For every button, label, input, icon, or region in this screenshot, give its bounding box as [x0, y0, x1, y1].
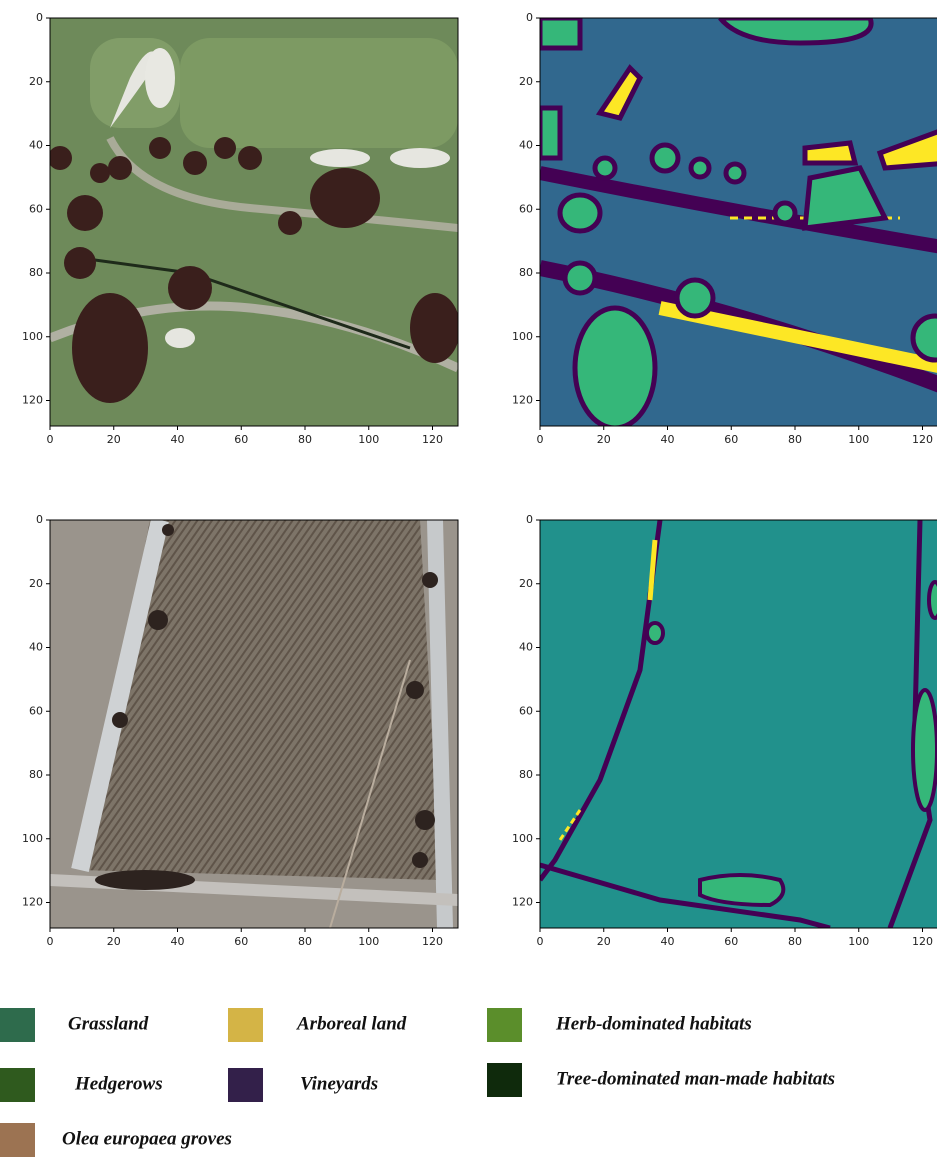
- y-tick-label: 40: [29, 139, 43, 152]
- x-tick-label: 100: [848, 935, 869, 948]
- y-tick-label: 60: [29, 704, 43, 717]
- legend-swatch: [228, 1068, 263, 1102]
- legend-label: Olea europaea groves: [62, 1128, 232, 1149]
- x-tick-label: 40: [171, 433, 185, 446]
- legend-swatch: [0, 1008, 35, 1042]
- y-tick-label: 100: [22, 832, 43, 845]
- aerial-image-1: [48, 18, 460, 426]
- y-tick-label: 20: [519, 75, 533, 88]
- x-tick-label: 120: [422, 935, 443, 948]
- y-tick-label: 120: [512, 394, 533, 407]
- y-tick-label: 80: [29, 768, 43, 781]
- legend-swatch: [487, 1008, 522, 1042]
- legend-swatch: [0, 1123, 35, 1157]
- figure: 0 20 40 60 80 100 120 0 20 40 60 80 100 120 0 20 40 60 80 1…: [0, 0, 937, 1157]
- y-tick-label: 60: [519, 704, 533, 717]
- x-tick-label: 100: [848, 433, 869, 446]
- x-tick-label: 20: [107, 433, 121, 446]
- x-tick-label: 80: [788, 935, 802, 948]
- y-tick-label: 0: [36, 11, 43, 24]
- y-tick-label: 20: [29, 75, 43, 88]
- legend-label: Hedgerows: [74, 1073, 163, 1094]
- legend-swatch: [228, 1008, 263, 1042]
- x-tick-label: 100: [358, 433, 379, 446]
- y-tick-label: 60: [29, 202, 43, 215]
- x-tick-label: 40: [661, 935, 675, 948]
- page: {"axes": {"xticks": [0, 20, 40, 60, 80, …: [0, 0, 937, 1157]
- y-tick-label: 100: [512, 330, 533, 343]
- y-tick-label: 80: [519, 266, 533, 279]
- x-tick-label: 60: [234, 935, 248, 948]
- y-tick-label: 20: [519, 577, 533, 590]
- legend: Grassland Arboreal land Herb-dominated hab…: [0, 1008, 835, 1157]
- legend-swatch: [487, 1063, 522, 1097]
- x-tick-label: 0: [47, 935, 54, 948]
- legend-label: Arboreal land: [296, 1013, 407, 1034]
- x-tick-label: 60: [234, 433, 248, 446]
- y-tick-label: 0: [526, 11, 533, 24]
- x-tick-label: 60: [724, 433, 738, 446]
- legend-swatch: [0, 1068, 35, 1102]
- y-tick-label: 60: [519, 202, 533, 215]
- x-tick-label: 40: [171, 935, 185, 948]
- y-tick-label: 80: [519, 768, 533, 781]
- y-tick-label: 40: [29, 641, 43, 654]
- legend-label: Tree-dominated man-made habitats: [556, 1068, 835, 1089]
- segmentation-map-2: [540, 520, 937, 928]
- x-tick-label: 120: [912, 433, 933, 446]
- legend-label: Grassland: [68, 1013, 149, 1034]
- legend-label: Vineyards: [300, 1073, 378, 1094]
- x-tick-label: 0: [537, 935, 544, 948]
- y-tick-label: 120: [22, 896, 43, 909]
- y-tick-label: 80: [29, 266, 43, 279]
- x-tick-label: 60: [724, 935, 738, 948]
- x-tick-label: 80: [298, 935, 312, 948]
- legend-label: Herb-dominated habitats: [555, 1013, 752, 1034]
- x-tick-label: 80: [788, 433, 802, 446]
- x-tick-label: 80: [298, 433, 312, 446]
- x-tick-label: 0: [47, 433, 54, 446]
- y-tick-label: 0: [36, 513, 43, 526]
- y-tick-label: 120: [22, 394, 43, 407]
- y-tick-label: 40: [519, 641, 533, 654]
- x-tick-label: 20: [597, 433, 611, 446]
- aerial-image-2: [50, 520, 458, 928]
- y-tick-label: 40: [519, 139, 533, 152]
- x-tick-label: 20: [597, 935, 611, 948]
- segmentation-map-1: [540, 18, 937, 428]
- y-tick-label: 0: [526, 513, 533, 526]
- y-tick-label: 120: [512, 896, 533, 909]
- x-tick-label: 0: [537, 433, 544, 446]
- x-tick-label: 20: [107, 935, 121, 948]
- y-tick-label: 100: [512, 832, 533, 845]
- y-tick-label: 100: [22, 330, 43, 343]
- x-tick-label: 40: [661, 433, 675, 446]
- y-tick-label: 20: [29, 577, 43, 590]
- x-tick-label: 120: [422, 433, 443, 446]
- x-tick-label: 100: [358, 935, 379, 948]
- x-tick-label: 120: [912, 935, 933, 948]
